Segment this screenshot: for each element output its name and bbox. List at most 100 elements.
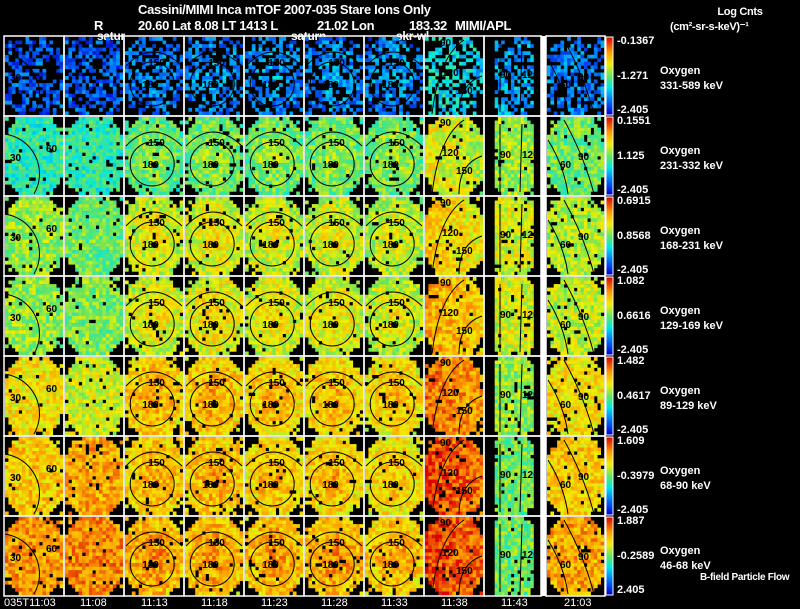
heatmap-cell — [116, 100, 120, 105]
heatmap-cell — [239, 166, 244, 171]
heatmap-cell — [35, 163, 40, 167]
contour-label: 180 — [142, 160, 159, 171]
heatmap-cell — [162, 141, 167, 146]
heatmap-cell — [553, 86, 558, 91]
heatmap-cell — [289, 65, 294, 70]
heatmap-cell — [215, 148, 220, 153]
heatmap-cell — [520, 166, 525, 171]
heatmap-cell — [517, 187, 521, 192]
heatmap-cell — [289, 138, 294, 143]
heatmap-cell — [570, 124, 575, 128]
heatmap-cell — [523, 40, 528, 45]
heatmap-cell — [285, 117, 290, 121]
heatmap-cell — [22, 191, 26, 196]
heatmap-cell — [448, 100, 453, 105]
heatmap-cell — [409, 163, 414, 167]
heatmap-cell — [155, 107, 160, 112]
heatmap-cell — [385, 191, 390, 196]
heatmap-cell — [145, 177, 150, 182]
heatmap-cell — [322, 72, 326, 77]
heatmap-cell — [262, 170, 266, 174]
heatmap-cell — [18, 68, 23, 73]
heatmap-cell — [547, 170, 551, 174]
heatmap-cell — [563, 127, 568, 132]
heatmap-cell — [172, 100, 177, 105]
heatmap-cell — [285, 134, 290, 139]
heatmap-cell — [289, 54, 294, 59]
heatmap-cell — [399, 134, 403, 139]
heatmap-cell — [285, 141, 290, 146]
heatmap-cell — [445, 58, 450, 63]
heatmap-cell — [315, 58, 319, 63]
heatmap-cell — [577, 166, 581, 171]
heatmap-cell — [42, 173, 47, 178]
heatmap-cell — [345, 124, 350, 128]
heatmap-cell — [311, 159, 316, 164]
heatmap-cell — [42, 86, 47, 91]
heatmap-cell — [172, 72, 177, 77]
heatmap-cell — [365, 51, 369, 55]
heatmap-cell — [128, 180, 133, 185]
heatmap-cell — [45, 145, 50, 150]
heatmap-cell — [448, 152, 453, 157]
heatmap-cell — [409, 97, 414, 102]
heatmap-cell — [268, 180, 273, 185]
heatmap-cell — [292, 173, 297, 178]
contour-label: 120 — [442, 148, 459, 159]
heatmap-cell — [165, 51, 170, 55]
heatmap-cell — [382, 37, 386, 41]
contour-label: 60 — [46, 144, 58, 155]
heatmap-cell — [85, 65, 90, 70]
heatmap-cell — [305, 83, 309, 87]
heatmap-cell — [527, 187, 531, 192]
heatmap-cell — [318, 79, 323, 84]
heatmap-cell — [248, 180, 253, 185]
heatmap-cell — [159, 187, 163, 192]
heatmap-cell — [155, 100, 160, 105]
heatmap-cell — [510, 138, 515, 143]
heatmap-cell — [88, 145, 93, 150]
contour-line — [245, 51, 303, 67]
heatmap-cell — [523, 134, 528, 139]
heatmap-cell — [262, 111, 266, 116]
heatmap-cell — [368, 100, 373, 105]
heatmap-cell — [169, 131, 174, 135]
heatmap-cell — [296, 83, 300, 87]
heatmap-cell — [112, 184, 117, 189]
heatmap-cell — [88, 141, 93, 146]
heatmap-cell — [356, 156, 360, 160]
heatmap-cell — [335, 117, 340, 121]
heatmap-cell — [325, 76, 330, 80]
heatmap-cell — [39, 170, 43, 174]
heatmap-cell — [18, 145, 23, 150]
heatmap-cell — [265, 156, 270, 160]
heatmap-cell — [445, 191, 450, 196]
heatmap-cell — [232, 180, 237, 185]
heatmap-cell — [138, 141, 143, 146]
heatmap-cell — [332, 152, 336, 157]
heatmap-cell — [332, 159, 336, 164]
heatmap-cell — [32, 131, 36, 135]
heatmap-cell — [476, 180, 480, 185]
heatmap-cell — [325, 117, 330, 121]
heatmap-cell — [272, 58, 276, 63]
heatmap-cell — [251, 177, 256, 182]
heatmap-cell — [335, 173, 340, 178]
heatmap-cell — [419, 156, 424, 160]
heatmap-cell — [590, 134, 595, 139]
heatmap-cell — [349, 141, 354, 146]
heatmap-cell — [279, 83, 283, 87]
heatmap-cell — [325, 54, 330, 59]
heatmap-cell — [85, 120, 90, 125]
heatmap-cell — [162, 124, 167, 128]
heatmap-cell — [18, 107, 23, 112]
heatmap-cell — [208, 159, 213, 164]
heatmap-cell — [188, 138, 193, 143]
heatmap-cell — [577, 152, 581, 157]
heatmap-cell — [402, 191, 407, 196]
heatmap-cell — [322, 180, 326, 185]
heatmap-cell — [385, 72, 390, 77]
heatmap-cell — [600, 83, 605, 87]
heatmap-cell — [382, 163, 386, 167]
heatmap-cell — [399, 166, 403, 171]
